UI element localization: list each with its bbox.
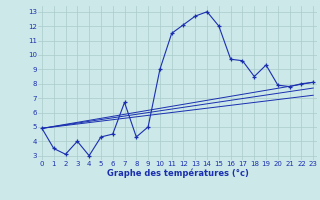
X-axis label: Graphe des températures (°c): Graphe des températures (°c) xyxy=(107,169,249,178)
